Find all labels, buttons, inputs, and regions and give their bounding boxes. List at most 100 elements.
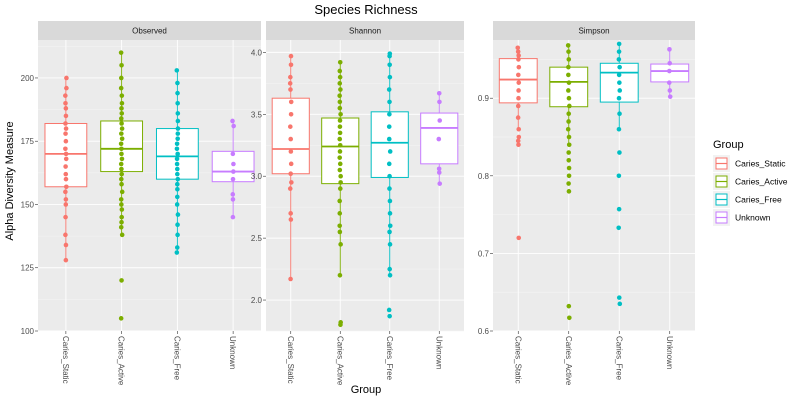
y-tick-label-simpson: 0.8: [478, 172, 490, 181]
data-point: [387, 272, 393, 278]
data-point: [667, 60, 673, 66]
panel-shannon: Shannon 2.0 2.5 3.0 3.5 4.0 Caries_Static Carie…: [251, 21, 464, 386]
x-tick-label-shannon-caries-static: Caries_Static: [286, 336, 295, 384]
data-point: [667, 88, 673, 93]
strip-label-observed: Observed: [132, 27, 167, 36]
data-point: [616, 72, 622, 78]
data-point: [436, 90, 442, 96]
box-iqr: [211, 150, 255, 183]
data-point: [174, 250, 180, 255]
y-tick-label-shannon: 3.0: [251, 172, 263, 181]
data-point: [337, 161, 343, 167]
data-point: [516, 64, 522, 70]
data-point: [63, 197, 69, 202]
data-point: [175, 232, 180, 238]
data-point: [386, 161, 392, 167]
data-point: [566, 157, 572, 163]
data-point: [63, 242, 69, 248]
data-point: [337, 68, 343, 74]
data-point: [63, 156, 69, 162]
data-point: [175, 118, 181, 124]
data-point: [566, 88, 571, 93]
data-point: [387, 111, 392, 117]
y-tick-label-simpson: 0.6: [478, 327, 490, 336]
data-point: [119, 189, 125, 195]
legend: Group Caries_Static Caries_Active Caries_F…: [713, 139, 788, 226]
data-point: [119, 166, 124, 172]
data-point: [174, 68, 180, 73]
data-point: [338, 180, 343, 185]
y-tick-label-shannon: 2.0: [251, 296, 263, 305]
data-point: [387, 62, 392, 68]
data-point: [616, 41, 622, 47]
data-point: [175, 136, 180, 141]
data-point: [567, 315, 572, 321]
data-point: [337, 149, 343, 154]
box-observed-caries-active: [100, 50, 144, 321]
data-point: [175, 111, 181, 116]
data-point: [387, 266, 392, 272]
data-point: [616, 95, 622, 101]
data-point: [63, 164, 68, 169]
data-point: [64, 75, 69, 81]
data-point: [515, 138, 521, 144]
data-point: [516, 126, 522, 132]
data-point: [387, 173, 392, 179]
y-tick-label-observed: 200: [21, 74, 35, 83]
data-point: [119, 93, 125, 98]
data-point: [174, 161, 180, 167]
data-point: [119, 106, 124, 111]
box-simpson-caries-static: [498, 45, 538, 241]
data-point: [288, 62, 294, 68]
x-tick-label-simpson-caries-free: Caries_Free: [614, 336, 623, 381]
data-point: [230, 214, 236, 220]
data-point: [119, 136, 125, 141]
data-point: [337, 155, 343, 160]
data-point: [667, 47, 672, 52]
data-point: [616, 49, 622, 54]
data-point: [515, 103, 521, 109]
x-tick-label-observed-caries-active: Caries_Active: [117, 336, 126, 386]
data-point: [337, 93, 342, 99]
data-point: [437, 99, 442, 105]
data-point: [337, 211, 343, 216]
data-point: [338, 242, 343, 247]
data-point: [118, 197, 124, 202]
data-point: [566, 150, 571, 155]
data-point: [616, 57, 622, 62]
panel-simpson: Simpson 0.6 0.7 0.8 0.9 Caries_Static Caries_A…: [478, 21, 695, 386]
data-point: [119, 176, 124, 182]
box-observed-unknown: [211, 118, 255, 220]
data-point: [174, 156, 180, 162]
data-point: [566, 134, 572, 140]
data-point: [63, 113, 69, 119]
data-point: [118, 85, 124, 91]
y-tick-label-observed: 100: [21, 327, 35, 336]
data-point: [287, 81, 293, 86]
x-tick-label-observed-caries-static: Caries_Static: [61, 336, 70, 384]
data-point: [337, 130, 343, 136]
data-point: [565, 126, 571, 132]
data-point: [387, 229, 392, 235]
data-point: [119, 151, 124, 157]
x-tick-label-shannon-caries-free: Caries_Free: [385, 336, 394, 381]
data-point: [231, 161, 236, 167]
data-point: [566, 111, 572, 117]
data-point: [288, 111, 294, 117]
data-point: [119, 63, 124, 68]
box-iqr: [271, 97, 310, 175]
data-point: [616, 225, 621, 231]
data-point: [337, 272, 343, 278]
data-point: [175, 90, 180, 96]
data-point: [63, 138, 69, 144]
data-point: [175, 212, 181, 217]
data-point: [667, 94, 673, 99]
data-point: [63, 257, 69, 263]
data-point: [387, 149, 393, 154]
data-point: [566, 142, 572, 148]
data-point: [617, 80, 622, 85]
data-point: [437, 181, 443, 186]
data-point: [437, 118, 443, 123]
data-point: [119, 156, 125, 162]
